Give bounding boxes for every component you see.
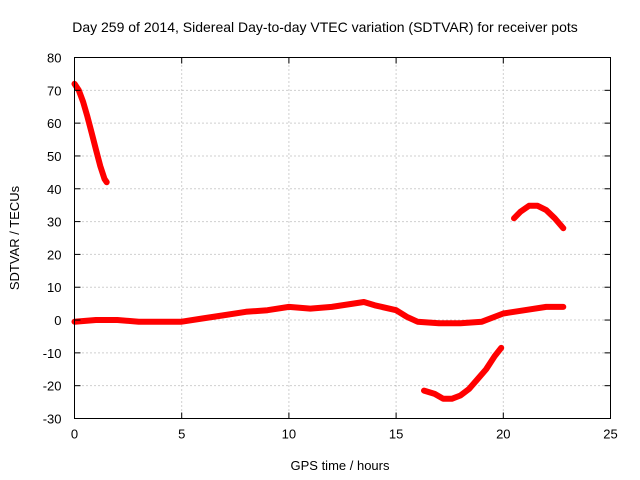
y-tick-label: -30 bbox=[43, 412, 62, 427]
grid bbox=[74, 57, 611, 419]
y-tick-label: -10 bbox=[43, 346, 62, 361]
y-tick-label: 30 bbox=[47, 215, 61, 230]
x-tick-label: 20 bbox=[496, 427, 510, 442]
x-tick-label: 25 bbox=[603, 427, 617, 442]
axis-ticks: 0 5 10 15 20 25 -30 -20 -10 0 10 20 30 40 50 60 70 80 bbox=[43, 51, 618, 442]
y-tick-label: 0 bbox=[54, 313, 61, 328]
y-tick-label: 20 bbox=[47, 247, 61, 262]
y-tick-label: 70 bbox=[47, 83, 61, 98]
y-tick-label: 50 bbox=[47, 149, 61, 164]
x-tick-label: 0 bbox=[71, 427, 78, 442]
data-series bbox=[71, 80, 567, 402]
y-tick-label: 60 bbox=[47, 116, 61, 131]
y-tick-label: 40 bbox=[47, 182, 61, 197]
series-line-segment-1 bbox=[71, 80, 110, 186]
y-axis-label: SDTVAR / TECUs bbox=[7, 185, 22, 290]
series-line-segment-2 bbox=[71, 299, 567, 327]
plot-frame bbox=[74, 57, 611, 419]
x-tick-label: 5 bbox=[178, 427, 185, 442]
x-tick-label: 10 bbox=[282, 427, 296, 442]
y-tick-label: 10 bbox=[47, 280, 61, 295]
y-tick-label: 80 bbox=[47, 51, 61, 66]
series-line-segment-4 bbox=[511, 202, 567, 232]
chart-title: Day 259 of 2014, Sidereal Day-to-day VTE… bbox=[72, 19, 578, 35]
y-tick-label: -20 bbox=[43, 379, 62, 394]
x-axis-label: GPS time / hours bbox=[291, 458, 390, 473]
x-tick-label: 15 bbox=[389, 427, 403, 442]
series-line-segment-3 bbox=[421, 344, 505, 402]
